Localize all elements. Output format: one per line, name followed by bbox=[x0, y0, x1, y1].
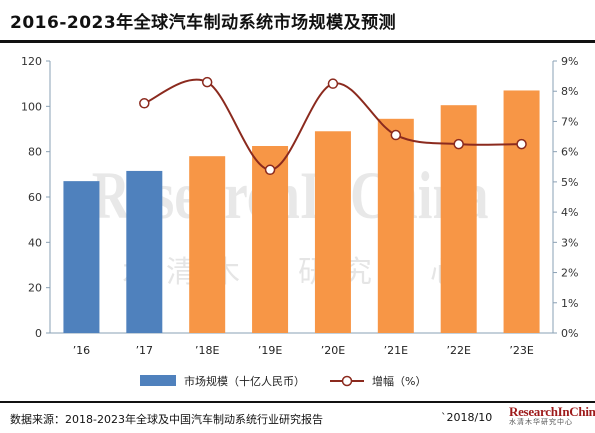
x-axis-category-label: ’17 bbox=[136, 344, 154, 357]
right-axis-tick-label: 5% bbox=[561, 176, 578, 189]
x-axis-category-label: ’21E bbox=[384, 344, 408, 357]
growth-rate-point bbox=[327, 78, 339, 89]
left-axis-tick-label: 80 bbox=[28, 146, 42, 159]
logo: ResearchInChina 水清木华研究中心 bbox=[509, 404, 595, 431]
right-axis-tick-label: 3% bbox=[561, 236, 578, 249]
x-axis-category-label: ’23E bbox=[509, 344, 533, 357]
bar-market-size bbox=[377, 118, 414, 333]
legend-swatch-market-size bbox=[140, 375, 176, 386]
bar-market-size bbox=[252, 146, 289, 333]
report-date: `2018/10 bbox=[441, 411, 493, 424]
x-axis-category-label: ’22E bbox=[446, 344, 470, 357]
bar-market-size bbox=[63, 181, 100, 333]
legend-marker-growth bbox=[341, 375, 353, 387]
chart-area: ResearchInChina 水清木华研究中心 020406080100120… bbox=[21, 55, 578, 388]
growth-rate-point bbox=[390, 129, 402, 141]
right-axis-tick-label: 6% bbox=[561, 146, 578, 159]
right-axis-tick-label: 7% bbox=[561, 115, 578, 128]
legend-label-market-size: 市场规模（十亿人民币） bbox=[184, 374, 305, 388]
x-axis-category-label: ’19E bbox=[258, 344, 282, 357]
x-axis-category-label: ’20E bbox=[321, 344, 345, 357]
title-underline bbox=[0, 40, 595, 43]
x-axis-category-label: ’16 bbox=[73, 344, 91, 357]
right-axis-tick-label: 2% bbox=[561, 267, 578, 280]
footer-rule bbox=[0, 401, 595, 403]
left-axis-tick-label: 60 bbox=[28, 191, 42, 204]
right-axis-tick-label: 1% bbox=[561, 297, 578, 310]
logo-subtext: 水清木华研究中心 bbox=[509, 418, 573, 426]
left-axis-tick-label: 100 bbox=[21, 100, 42, 113]
legend-label-growth: 增幅（%） bbox=[372, 374, 426, 388]
growth-rate-point bbox=[453, 138, 464, 150]
watermark-sub: 水清木华研究中心 bbox=[122, 255, 474, 290]
left-axis-tick-label: 40 bbox=[28, 236, 42, 249]
growth-rate-point bbox=[139, 98, 150, 109]
chart-title: 2016-2023年全球汽车制动系统市场规模及预测 bbox=[10, 13, 397, 33]
bar-market-size bbox=[503, 90, 540, 333]
data-source: 数据来源：2018-2023年全球及中国汽车制动系统行业研究报告 bbox=[10, 413, 323, 426]
growth-rate-point bbox=[201, 76, 213, 88]
growth-rate-point bbox=[264, 164, 276, 176]
bar-market-size bbox=[314, 131, 351, 333]
bar-market-size bbox=[189, 156, 226, 333]
left-axis-tick-label: 120 bbox=[21, 55, 42, 68]
right-axis-tick-label: 9% bbox=[561, 55, 578, 68]
x-axis-category-label: ’18E bbox=[195, 344, 219, 357]
right-axis-tick-label: 4% bbox=[561, 206, 578, 219]
right-axis-tick-label: 0% bbox=[561, 327, 578, 340]
right-axis-tick-label: 8% bbox=[561, 85, 578, 98]
left-axis-tick-label: 0 bbox=[35, 327, 42, 340]
bar-market-size bbox=[126, 170, 163, 333]
growth-rate-point bbox=[516, 138, 527, 150]
left-axis-tick-label: 20 bbox=[28, 282, 42, 295]
logo-text: ResearchInChina bbox=[509, 404, 595, 419]
